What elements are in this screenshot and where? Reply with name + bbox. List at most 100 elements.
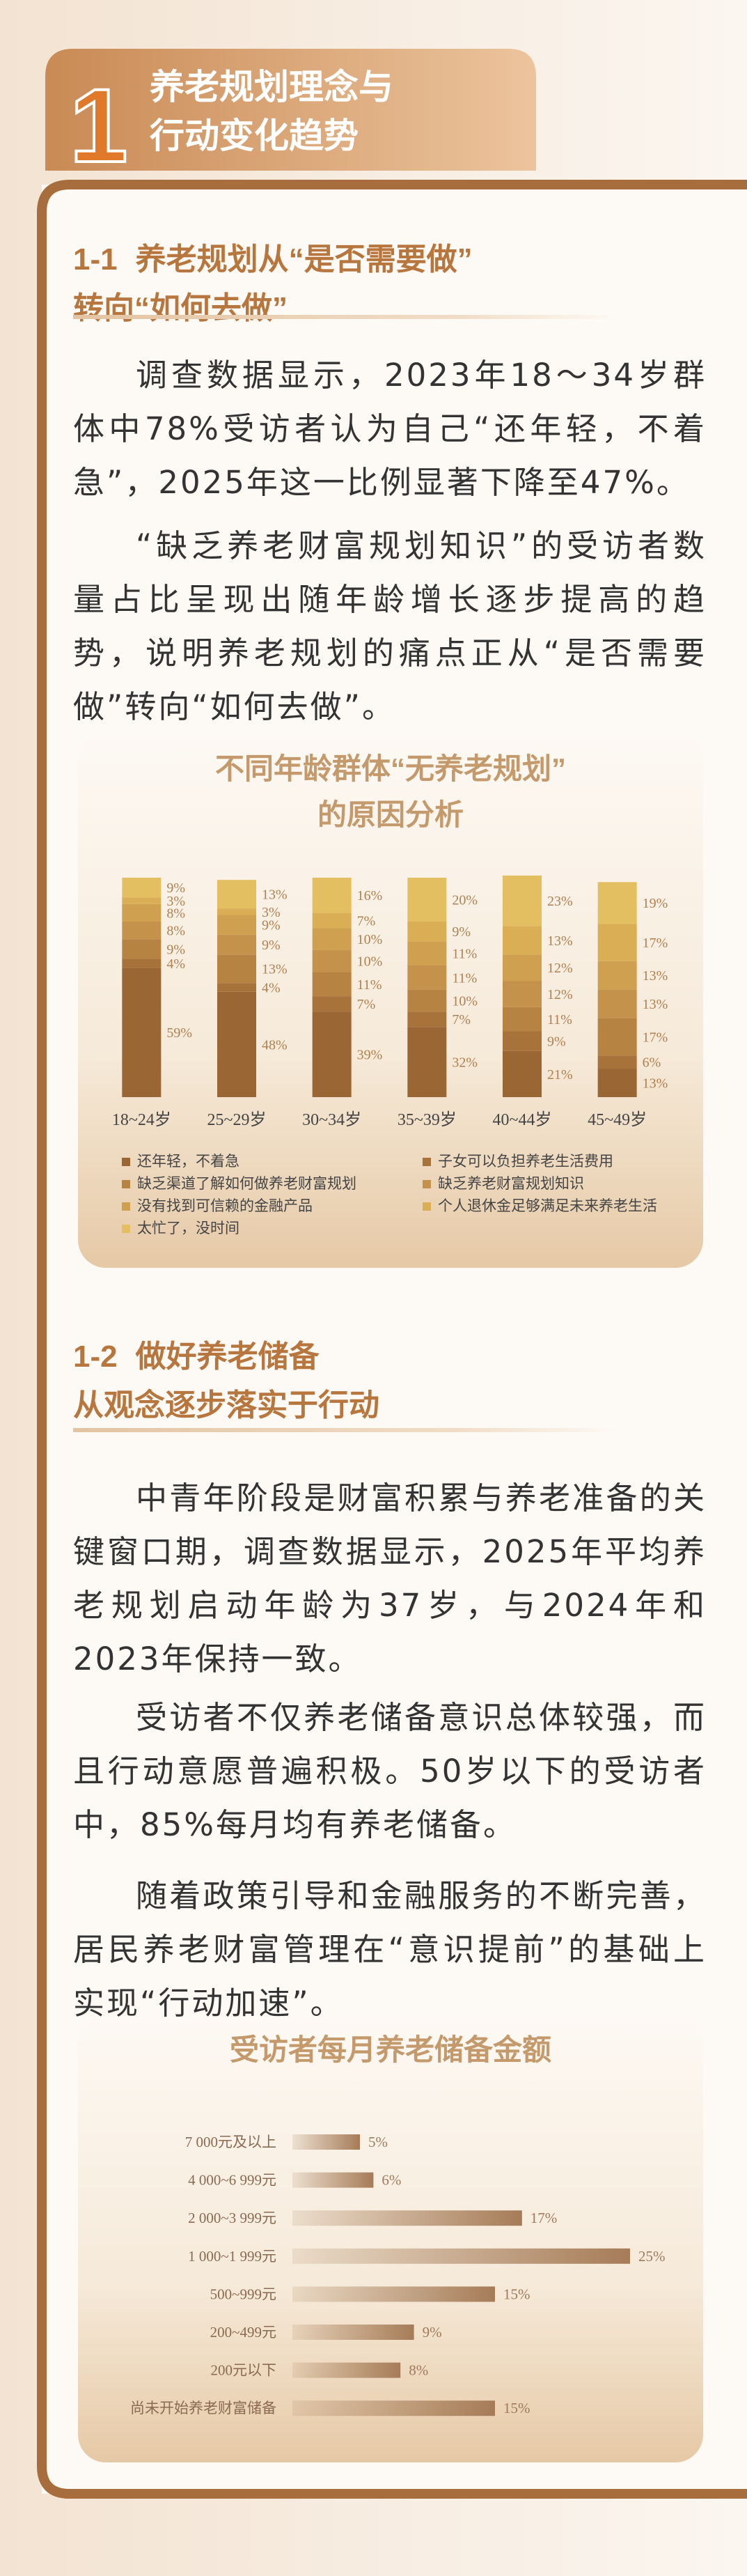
bar-segment xyxy=(597,882,637,924)
bar xyxy=(292,2325,414,2340)
data-label: 9% xyxy=(262,918,281,933)
bar-segment xyxy=(312,1011,352,1097)
chart-card xyxy=(78,2015,703,2462)
data-label: 17% xyxy=(643,936,668,951)
bar-segment xyxy=(503,954,542,981)
chart-title: 不同年龄群体“无养老规划” xyxy=(215,752,566,785)
data-label: 7% xyxy=(452,1012,471,1027)
bar xyxy=(292,2400,495,2416)
y-tick-label: 4 000~6 999元 xyxy=(188,2172,276,2189)
heading-line: 1-1 养老规划从“是否需要做” xyxy=(73,235,700,284)
y-tick-label: 7 000元及以上 xyxy=(185,2134,276,2150)
bar-segment xyxy=(122,897,162,904)
data-label: 7% xyxy=(357,997,376,1012)
section-heading: 1-1 养老规划从“是否需要做” 转向“如何去做” xyxy=(73,235,700,333)
bar-segment xyxy=(312,928,352,950)
chart-title: 受访者每月养老储备金额 xyxy=(230,2033,551,2066)
bar-segment xyxy=(217,991,256,1097)
bar xyxy=(292,2362,401,2378)
bar-segment xyxy=(122,959,162,968)
data-label: 9% xyxy=(547,1034,566,1050)
bar xyxy=(292,2210,522,2226)
data-label: 9% xyxy=(262,938,281,953)
x-tick-label: 35~39岁 xyxy=(398,1110,457,1129)
data-label: 20% xyxy=(452,893,478,908)
data-label: 3% xyxy=(262,905,281,920)
bar-segment xyxy=(597,1055,637,1069)
paragraph: 受访者不仅养老储备意识总体较强，而且行动意愿普遍积极。50岁以下的受访者中，85… xyxy=(73,1699,707,1843)
bar-segment xyxy=(503,1007,542,1032)
data-label: 10% xyxy=(357,932,383,947)
data-label: 48% xyxy=(262,1037,288,1053)
data-label: 4% xyxy=(262,981,281,996)
heading-rule xyxy=(73,1428,616,1432)
bar-segment xyxy=(407,878,447,922)
data-label: 13% xyxy=(262,887,288,903)
data-label: 15% xyxy=(503,2400,530,2416)
x-tick-label: 25~29岁 xyxy=(207,1110,267,1129)
data-label: 59% xyxy=(166,1025,192,1041)
bar-segment xyxy=(503,1050,542,1097)
bar-segment xyxy=(217,880,256,909)
x-tick-label: 45~49岁 xyxy=(588,1110,647,1129)
bar-segment xyxy=(312,972,352,997)
y-tick-label: 尚未开始养老财富储备 xyxy=(130,2400,276,2416)
y-tick-label: 500~999元 xyxy=(210,2286,276,2302)
bar-segment xyxy=(217,908,256,915)
data-label: 9% xyxy=(166,942,185,957)
section-title: 从观念逐步落实于行动 xyxy=(73,1388,379,1422)
panel-border xyxy=(37,180,747,2499)
data-label: 13% xyxy=(643,997,668,1012)
bar-segment xyxy=(312,949,352,972)
data-label: 6% xyxy=(643,1055,661,1071)
legend-label: 太忙了，没时间 xyxy=(137,1220,239,1236)
bar-segment xyxy=(597,1069,637,1097)
header-title: 行动变化趋势 xyxy=(150,116,359,155)
y-tick-label: 200元以下 xyxy=(211,2362,277,2379)
data-label: 17% xyxy=(643,1030,668,1045)
data-label: 19% xyxy=(643,896,668,911)
data-label: 10% xyxy=(452,993,478,1009)
paragraph: 调查数据显示，2023年18～34岁群体中78%受访者认为自己“还年轻，不着急”… xyxy=(73,357,707,501)
data-label: 13% xyxy=(643,968,668,984)
bar-segment xyxy=(597,989,637,1018)
data-label: 8% xyxy=(409,2362,428,2379)
bar-segment xyxy=(217,934,256,955)
y-tick-label: 1 000~1 999元 xyxy=(188,2248,276,2265)
legend-label: 缺乏渠道了解如何做养老财富规划 xyxy=(137,1175,356,1192)
bar-segment xyxy=(407,1027,447,1097)
legend-label: 个人退休金足够满足未来养老生活 xyxy=(438,1197,657,1214)
bar-segment xyxy=(122,922,162,940)
header-title: 养老规划理念与 xyxy=(150,68,393,107)
chart-title: 的原因分析 xyxy=(317,798,464,831)
data-label: 13% xyxy=(547,933,573,949)
data-label: 13% xyxy=(262,962,288,977)
bar-segment xyxy=(217,983,256,992)
legend-swatch xyxy=(423,1202,431,1211)
bar-segment xyxy=(407,989,447,1012)
bar-segment xyxy=(312,878,352,913)
data-label: 17% xyxy=(530,2210,558,2226)
legend-label: 缺乏养老财富规划知识 xyxy=(438,1175,584,1192)
section-title: 养老规划从“是否需要做” xyxy=(135,242,473,277)
data-label: 10% xyxy=(357,954,383,970)
bar-segment xyxy=(122,878,162,898)
horizontal-bar-chart: 受访者每月养老储备金额 7 000元及以上 5% 4 000~6 999元 6% 2 00… xyxy=(130,2033,666,2416)
heading-rule xyxy=(73,315,616,319)
bar xyxy=(292,2172,374,2188)
data-label: 5% xyxy=(368,2134,388,2150)
chart-card xyxy=(78,731,703,1268)
bar-segment xyxy=(597,924,637,961)
section-title: 转向“如何去做” xyxy=(73,291,288,325)
legend-swatch xyxy=(423,1180,431,1188)
section-number: 1-2 xyxy=(73,1340,118,1374)
data-label: 23% xyxy=(547,894,573,909)
data-label: 32% xyxy=(452,1055,478,1071)
bar xyxy=(292,2248,630,2264)
bar-segment xyxy=(217,915,256,935)
data-label: 9% xyxy=(452,924,471,940)
data-label: 6% xyxy=(382,2172,401,2189)
data-label: 11% xyxy=(452,947,477,962)
